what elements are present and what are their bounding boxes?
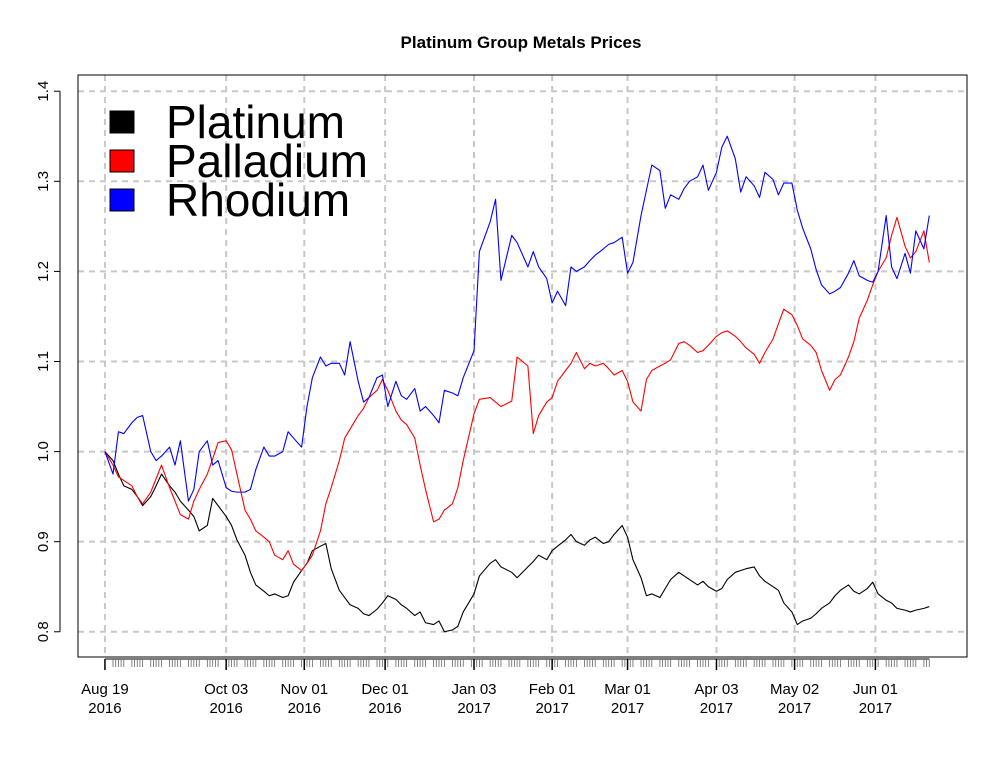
y-tick-label: 1.4 [35, 81, 52, 102]
y-tick-label: 1.0 [35, 441, 52, 462]
legend-label-palladium: Palladium [166, 135, 368, 187]
x-tick-label-month: Oct 03 [204, 681, 248, 698]
y-axis: 0.8 0.9 1.0 1.1 1.2 1.3 1.4 [35, 81, 61, 642]
x-tick-label-year: 2016 [88, 700, 121, 717]
y-tick-label: 1.1 [35, 351, 52, 372]
x-tick-label-year: 2017 [859, 700, 892, 717]
legend-label-platinum: Platinum [166, 96, 345, 148]
x-tick-label-year: 2016 [288, 700, 321, 717]
x-tick-label-year: 2016 [368, 700, 401, 717]
x-tick-label-month: Aug 19 [81, 681, 129, 698]
x-axis: Aug 19 2016 Oct 03 2016 Nov 01 2016 Dec 01 2016… [81, 658, 930, 717]
x-tick-label-month: Feb 01 [529, 681, 576, 698]
x-tick-label-year: 2017 [611, 700, 644, 717]
x-tick-label-year: 2016 [209, 700, 242, 717]
grid [78, 75, 967, 657]
x-tick-label-year: 2017 [457, 700, 490, 717]
legend-swatch-platinum [109, 110, 135, 134]
x-tick-label-month: Apr 03 [694, 681, 738, 698]
series-lines [104, 135, 930, 633]
y-tick-label: 1.2 [35, 261, 52, 282]
x-tick-label-month: Jan 03 [451, 681, 496, 698]
x-tick-label-month: Mar 01 [604, 681, 651, 698]
x-tick-label-month: May 02 [770, 681, 819, 698]
legend-swatch-palladium [109, 149, 135, 173]
y-tick-label: 1.3 [35, 171, 52, 192]
series-line-rhodium [104, 135, 930, 502]
y-tick-label: 0.9 [35, 531, 52, 552]
x-tick-label-year: 2017 [778, 700, 811, 717]
y-tick-label: 0.8 [35, 621, 52, 642]
x-tick-label-year: 2017 [535, 700, 568, 717]
chart-title: Platinum Group Metals Prices [401, 33, 642, 52]
x-tick-label-month: Jun 01 [853, 681, 898, 698]
legend-swatch-rhodium [109, 188, 135, 212]
plot-frame [77, 74, 968, 658]
series-line-platinum [104, 451, 930, 633]
legend-label-rhodium: Rhodium [166, 174, 350, 226]
x-tick-label-month: Dec 01 [361, 681, 409, 698]
x-tick-label-year: 2017 [700, 700, 733, 717]
x-tick-label-month: Nov 01 [281, 681, 329, 698]
